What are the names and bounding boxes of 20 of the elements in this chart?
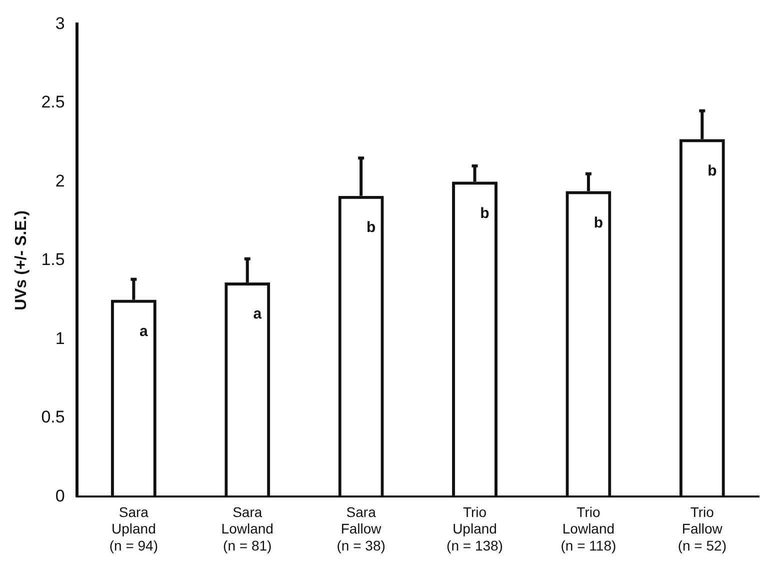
y-tick-label: 1 [55, 328, 65, 348]
y-axis-title: UVs (+/- S.E.) [13, 210, 30, 310]
x-tick-label: Sara Lowland (n = 81) [221, 504, 274, 554]
y-tick-label: 3 [55, 14, 65, 33]
annotation: a [140, 322, 149, 340]
annotation: a [253, 306, 262, 323]
x-tick-label: Sara Upland (n = 94) [109, 504, 158, 554]
x-tick-label: Trio Fallow (n = 52) [678, 504, 726, 554]
annotation: b [594, 214, 604, 232]
y-tick-label: 2.5 [41, 92, 65, 112]
y-tick-label: 0.5 [41, 408, 65, 427]
y-tick-label: 0 [55, 486, 65, 506]
annotation: b [480, 204, 490, 222]
annotation: b [708, 162, 717, 180]
x-tick-label: Sara Fallow (n = 38) [336, 504, 386, 554]
y-tick-label: 1.5 [41, 250, 65, 270]
y-tick-label: 2 [55, 171, 65, 190]
x-tick-label: Trio Upland (n = 138) [446, 504, 503, 554]
annotation: b [366, 218, 376, 236]
x-tick-label: Trio Lowland (n = 118) [560, 504, 616, 554]
